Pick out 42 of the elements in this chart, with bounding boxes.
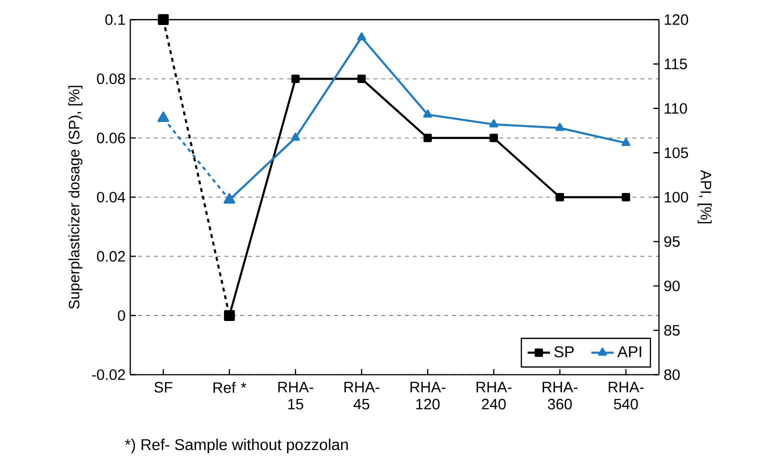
y2-tick-label: 100	[664, 192, 688, 202]
point	[423, 134, 432, 142]
y-axis-title: Superplasticizer dosage (SP), [%]	[68, 86, 82, 309]
y2-tick-label: 95	[664, 236, 680, 247]
y-tick-label: 0.02	[96, 251, 125, 262]
y2-tick-label: 110	[664, 103, 687, 114]
x-tick-label: RHA-45	[344, 382, 380, 410]
point	[622, 192, 630, 202]
y2-tick-label: 80	[664, 369, 680, 380]
y2-tick-label: 85	[664, 325, 680, 336]
point	[555, 122, 564, 131]
x-tick-label: RHA-360	[542, 382, 578, 410]
y2-tick-label: 90	[664, 280, 680, 292]
y2-tick-label: 115	[664, 58, 687, 70]
point	[621, 138, 630, 146]
point	[490, 134, 498, 142]
x-tick-label: RHA-15	[278, 382, 314, 410]
y-tick-label: 0.08	[96, 73, 126, 84]
x-tick-label: RHA-240	[476, 382, 512, 410]
point	[357, 32, 366, 40]
y-tick-label: -0.02	[92, 369, 125, 380]
y-tick-label: 0	[118, 310, 126, 321]
point	[291, 74, 300, 83]
x-tick-label: RHA-120	[410, 382, 446, 410]
point	[423, 110, 432, 118]
point	[158, 14, 169, 26]
x-tick-label: RHA-540	[608, 382, 644, 410]
legend-label: SP	[554, 346, 574, 358]
point	[357, 74, 366, 83]
point	[489, 119, 498, 128]
y-tick-label: 0.04	[96, 192, 126, 202]
y-tick-label: 0.06	[96, 132, 125, 144]
legend-label: API	[617, 346, 642, 358]
y-tick-label: 0.1	[105, 14, 125, 25]
x-tick-label: SF	[154, 382, 172, 393]
x-tick-label: Ref *	[214, 382, 246, 393]
y2-tick-label: 105	[664, 147, 688, 158]
point	[291, 132, 300, 141]
y2-axis-title: API, [%]	[698, 170, 712, 224]
y2-tick-label: 120	[664, 14, 688, 25]
text: *) Ref- Sample without pozzolan	[124, 438, 348, 454]
point	[556, 192, 564, 202]
